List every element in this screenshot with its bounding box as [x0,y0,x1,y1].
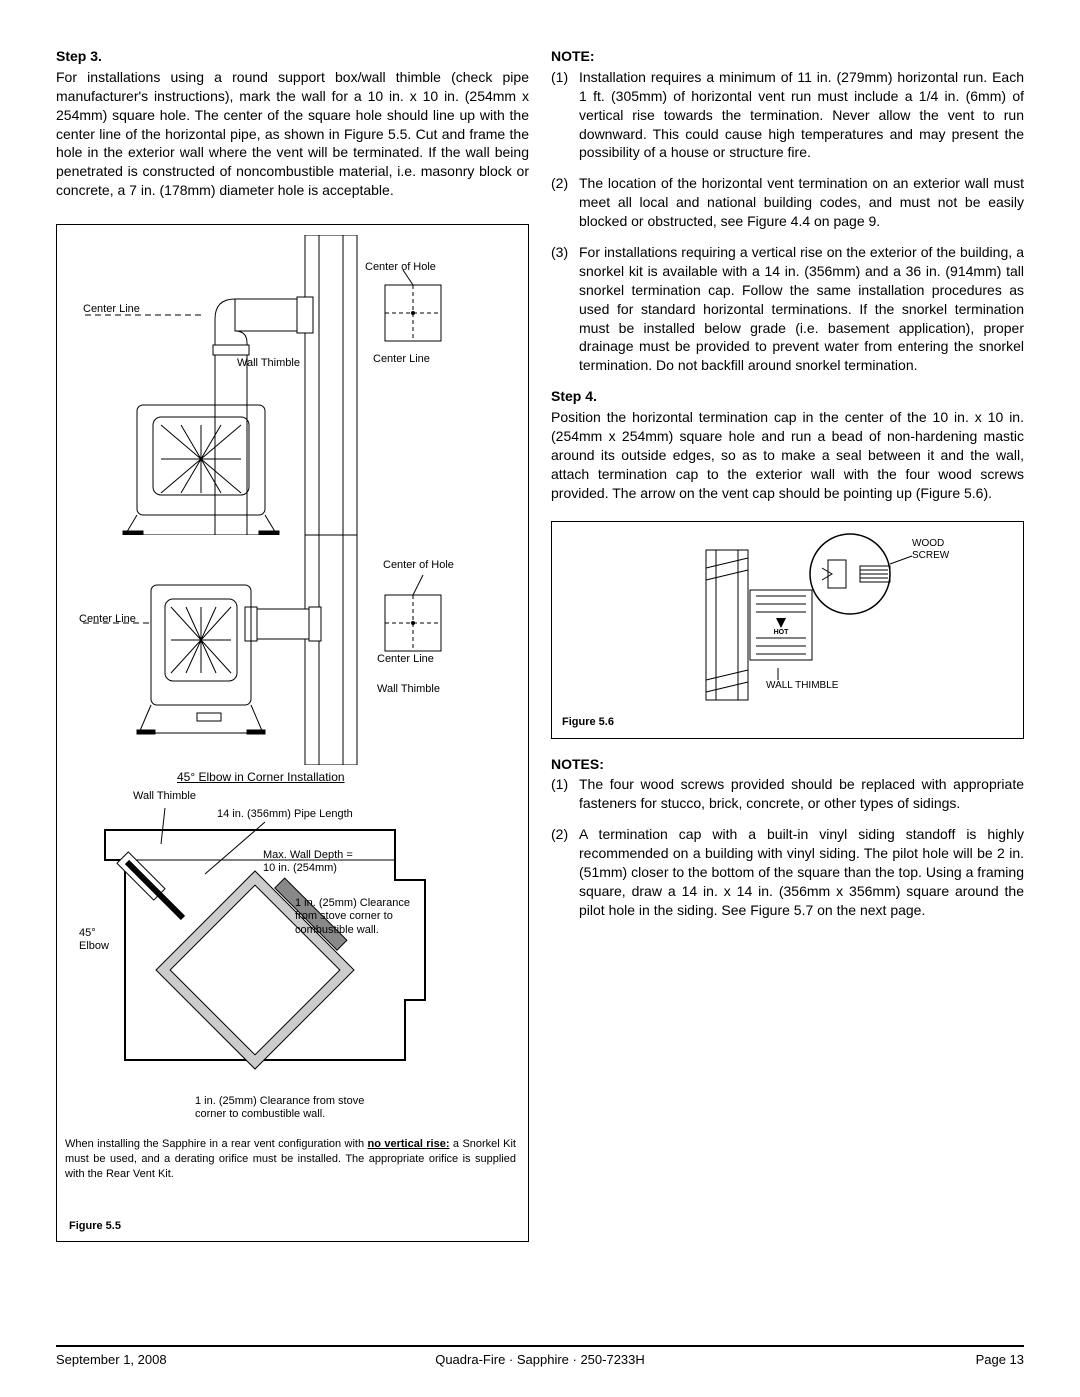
note-text: For installations requiring a vertical r… [579,243,1024,375]
bn-u: no vertical rise: [368,1138,450,1150]
figure-5-6: HOT WOOD SCREW WALL THIMBLE Figure 5.6 [551,521,1024,739]
lbl-center-line-r2: Center Line [377,653,434,666]
note-num: (1) [551,68,579,162]
figure-5-5-label: Figure 5.5 [69,1219,121,1234]
lbl-clear-corner: 1 in. (25mm) Clearance from stove corner… [295,897,410,937]
note-text: Installation requires a minimum of 11 in… [579,68,1024,162]
step4-paragraph: Position the horizontal termination cap … [551,408,1024,502]
note-num: (3) [551,243,579,375]
figure-5-6-label: Figure 5.6 [562,715,614,730]
note-num: (1) [551,775,579,813]
lbl-45-elbow: 45° Elbow [79,927,109,953]
lbl-center-line-l2: Center Line [79,613,136,626]
two-column-layout: Step 3. For installations using a round … [56,47,1024,1242]
lbl-max-wall: Max. Wall Depth = 10 in. (254mm) [263,849,353,875]
left-column: Step 3. For installations using a round … [56,47,529,1242]
notes-top-list: (1) Installation requires a minimum of 1… [551,68,1024,375]
lbl-wall-thimble-56: WALL THIMBLE [766,680,838,692]
bn-a: When installing the Sapphire in a rear v… [65,1138,368,1150]
step4-heading: Step 4. [551,387,1024,406]
page-footer: September 1, 2008 Quadra-Fire · Sapphire… [56,1345,1024,1369]
note-num: (2) [551,825,579,919]
diagram-1-svg [65,235,505,535]
lbl-center-hole-2: Center of Hole [383,559,454,572]
note-bottom-1: (1) The four wood screws provided should… [551,775,1024,813]
note-text: A termination cap with a built-in vinyl … [579,825,1024,919]
lbl-center-line-r1: Center Line [373,353,430,366]
figure-5-5: Center of Hole Center Line Wall Thimble … [56,224,529,1242]
notes-bottom-list: (1) The four wood screws provided should… [551,775,1024,919]
note-top-3: (3) For installations requiring a vertic… [551,243,1024,375]
footer-center: Quadra-Fire · Sapphire · 250-7233H [56,1351,1024,1369]
svg-text:HOT: HOT [774,629,790,636]
lbl-wall-thimble-1: Wall Thimble [237,357,300,370]
step3-heading: Step 3. [56,47,529,66]
note-top-2: (2) The location of the horizontal vent … [551,174,1024,231]
step3-paragraph: For installations using a round support … [56,68,529,200]
fig55-bottom-note: When installing the Sapphire in a rear v… [65,1137,516,1182]
lbl-clear-corner2: 1 in. (25mm) Clearance from stove corner… [195,1095,364,1121]
figure-5-5-inner: Center of Hole Center Line Wall Thimble … [65,235,520,1235]
note-bottom-2: (2) A termination cap with a built-in vi… [551,825,1024,919]
lbl-center-line-l1: Center Line [83,303,140,316]
note-text: The four wood screws provided should be … [579,775,1024,813]
right-column: NOTE: (1) Installation requires a minimu… [551,47,1024,1242]
note-text: The location of the horizontal vent term… [579,174,1024,231]
lbl-center-hole-1: Center of Hole [365,261,436,274]
note-heading-top: NOTE: [551,47,1024,66]
title-45-elbow: 45° Elbow in Corner Installation [177,769,345,785]
lbl-wall-thimble-2: Wall Thimble [377,683,440,696]
lbl-wood-screw: WOOD SCREW [912,538,949,562]
notes-heading-bottom: NOTES: [551,755,1024,774]
note-num: (2) [551,174,579,231]
note-top-1: (1) Installation requires a minimum of 1… [551,68,1024,162]
